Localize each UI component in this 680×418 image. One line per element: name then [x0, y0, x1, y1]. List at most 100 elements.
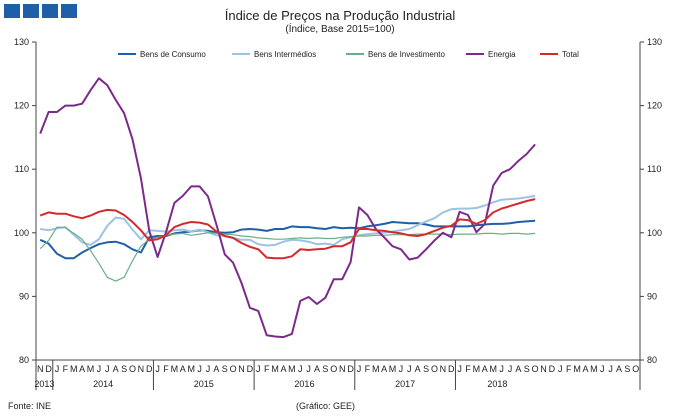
y2-tick-label: 110 — [647, 164, 661, 174]
month-tick-label: J — [608, 364, 613, 374]
y-tick-label: 130 — [14, 37, 29, 47]
month-tick-label: J — [298, 364, 303, 374]
y2-tick-label: 130 — [647, 37, 662, 47]
month-tick-label: A — [314, 364, 320, 374]
month-tick-label: M — [489, 364, 497, 374]
year-tick-label: 2018 — [487, 379, 507, 389]
month-tick-label: N — [540, 364, 547, 374]
y2-tick-label: 80 — [647, 355, 657, 365]
month-tick-label: J — [558, 364, 563, 374]
month-tick-label: A — [180, 364, 186, 374]
month-tick-label: M — [70, 364, 78, 374]
series-line-bens-interm-dios — [40, 194, 536, 247]
month-tick-label: M — [389, 364, 397, 374]
month-tick-label: F — [566, 364, 572, 374]
series-line-energia — [39, 77, 536, 339]
ine-logo — [4, 4, 77, 18]
month-tick-label: A — [415, 364, 421, 374]
y2-tick-label: 120 — [647, 101, 662, 111]
month-tick-label: S — [222, 364, 228, 374]
month-tick-label: J — [399, 364, 404, 374]
month-tick-label: A — [113, 364, 119, 374]
y-tick-label: 120 — [14, 101, 29, 111]
logo-square — [42, 4, 58, 18]
y2-tick-label: 100 — [647, 228, 662, 238]
month-tick-label: N — [339, 364, 346, 374]
month-tick-label: F — [163, 364, 169, 374]
month-tick-label: M — [590, 364, 598, 374]
month-tick-label: A — [213, 364, 219, 374]
month-tick-label: D — [146, 364, 153, 374]
legend-label: Bens de Investimento — [368, 50, 445, 59]
chart-title: Índice de Preços na Produção Industrial — [224, 8, 456, 23]
month-tick-label: F — [63, 364, 69, 374]
month-tick-label: J — [206, 364, 211, 374]
month-tick-label: S — [423, 364, 429, 374]
month-tick-label: M — [288, 364, 296, 374]
month-tick-label: F — [465, 364, 471, 374]
month-tick-label: A — [616, 364, 622, 374]
month-tick-label: M — [187, 364, 195, 374]
logo-square — [23, 4, 39, 18]
month-tick-label: A — [79, 364, 85, 374]
month-tick-label: J — [306, 364, 311, 374]
year-tick-label: 2015 — [194, 379, 214, 389]
month-tick-label: J — [97, 364, 102, 374]
month-tick-label: O — [632, 364, 639, 374]
series-line-total — [39, 198, 536, 260]
month-tick-label: A — [482, 364, 488, 374]
month-tick-label: J — [155, 364, 160, 374]
month-tick-label: N — [440, 364, 447, 374]
month-tick-label: A — [515, 364, 521, 374]
month-tick-label: J — [508, 364, 513, 374]
month-tick-label: A — [381, 364, 387, 374]
month-tick-label: J — [105, 364, 110, 374]
year-tick-label: 2016 — [294, 379, 314, 389]
y-tick-label: 100 — [14, 228, 29, 238]
month-tick-label: M — [171, 364, 179, 374]
month-tick-label: S — [624, 364, 630, 374]
month-tick-label: D — [448, 364, 455, 374]
month-tick-label: S — [322, 364, 328, 374]
month-tick-label: M — [372, 364, 380, 374]
legend-label: Bens de Consumo — [140, 50, 206, 59]
month-tick-label: S — [121, 364, 127, 374]
y-tick-label: 90 — [19, 291, 29, 301]
month-tick-label: O — [532, 364, 539, 374]
month-tick-label: J — [55, 364, 60, 374]
month-tick-label: J — [499, 364, 504, 374]
month-tick-label: D — [45, 364, 52, 374]
legend-label: Energia — [488, 50, 516, 59]
year-tick-label: 2017 — [395, 379, 415, 389]
month-tick-label: J — [357, 364, 362, 374]
month-tick-label: N — [138, 364, 145, 374]
month-tick-label: A — [582, 364, 588, 374]
logo-square — [4, 4, 20, 18]
month-tick-label: D — [549, 364, 556, 374]
month-tick-label: D — [347, 364, 354, 374]
month-tick-label: J — [600, 364, 605, 374]
month-tick-label: J — [256, 364, 261, 374]
month-tick-label: M — [473, 364, 481, 374]
month-tick-label: M — [271, 364, 279, 374]
month-tick-label: F — [365, 364, 371, 374]
series-line-bens-de-investimento — [39, 226, 536, 282]
logo-square — [61, 4, 77, 18]
month-tick-label: O — [129, 364, 136, 374]
month-tick-label: N — [238, 364, 245, 374]
month-tick-label: J — [197, 364, 202, 374]
year-tick-label: 2013 — [34, 379, 54, 389]
year-tick-label: 2014 — [93, 379, 113, 389]
month-tick-label: M — [87, 364, 95, 374]
y-tick-label: 110 — [15, 164, 29, 174]
month-tick-label: O — [330, 364, 337, 374]
month-tick-label: F — [264, 364, 270, 374]
source-note: Fonte: INE — [8, 401, 52, 411]
month-tick-label: D — [247, 364, 254, 374]
y2-tick-label: 90 — [647, 291, 657, 301]
month-tick-label: N — [37, 364, 44, 374]
credit-note: (Gráfico: GEE) — [296, 401, 356, 411]
month-tick-label: J — [457, 364, 462, 374]
month-tick-label: J — [407, 364, 412, 374]
